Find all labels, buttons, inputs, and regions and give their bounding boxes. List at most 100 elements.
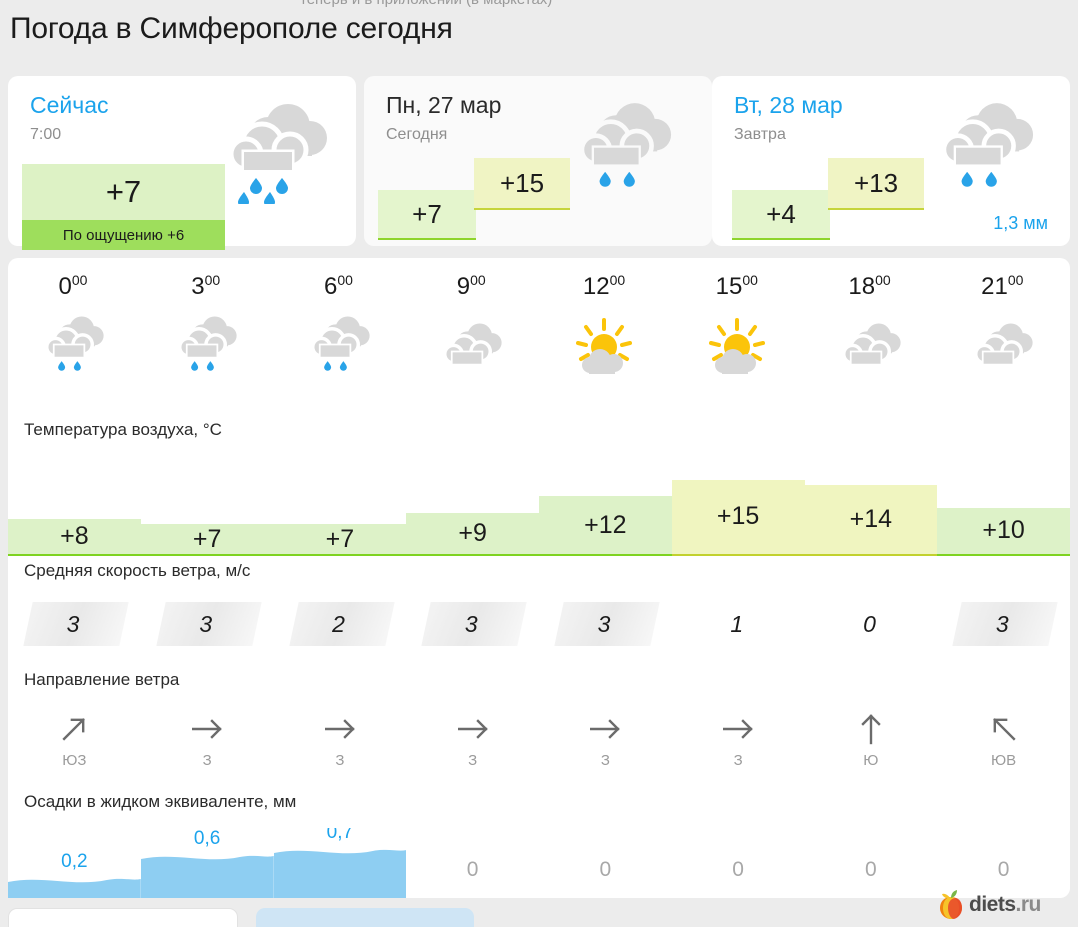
temperature-bar: +7: [140, 524, 274, 556]
wind-speed-caption: Средняя скорость ветра, м/с: [24, 561, 251, 580]
wind-direction-cell: З: [274, 708, 407, 769]
hour-column: 000: [8, 272, 138, 381]
wind-speed-cell: 2: [274, 598, 407, 648]
top-cut-text-strip: теперь и в приложении (в маркетах): [0, 0, 1078, 10]
apple-logo-icon: [940, 890, 962, 919]
wind-arrow-icon: [805, 708, 938, 750]
wind-direction-label: З: [600, 752, 610, 769]
wind-speed-value: 3: [464, 610, 478, 637]
hour-column: 900: [406, 272, 536, 381]
wind-direction-cell: ЮВ: [937, 708, 1070, 769]
wind-speed-value: 3: [995, 610, 1009, 637]
wind-direction-cell: ЮЗ: [8, 708, 141, 769]
temperature-bar: +15: [671, 479, 805, 556]
wind-speed-value: 3: [199, 610, 213, 637]
rain-cloud-icon: [216, 92, 328, 209]
bottom-button-row: [0, 908, 1078, 927]
temperature-bar: +14: [804, 485, 938, 556]
card-now[interactable]: Сейчас 7:00 +7 По ощущению +6: [8, 76, 356, 250]
wind-direction-cell: З: [672, 708, 805, 769]
wind-speed-value: 2: [332, 610, 345, 637]
hour-label: 2100: [981, 272, 1024, 300]
hour-label: 1200: [582, 272, 626, 300]
temperature-bar: +12: [539, 496, 672, 556]
rain-cloud-icon: [8, 315, 138, 381]
wind-arrow-icon: [937, 708, 1070, 750]
wind-speed-cell: 3: [539, 598, 672, 648]
precipitation-row: 0,2 0,6 0,7 0 0 0 0 0: [8, 828, 1070, 898]
card-now-time: 7:00: [30, 126, 62, 143]
card-day-1-date: Пн, 27 мар: [386, 92, 502, 118]
precipitation-zero-value: 0: [466, 858, 479, 881]
summary-cards: Сейчас 7:00 +7 По ощущению +6: [8, 76, 1070, 250]
watermark-tld: .ru: [1015, 893, 1042, 916]
hour-column: 300: [141, 272, 271, 381]
watermark: diets.ru: [938, 890, 1041, 920]
bottom-button-left[interactable]: [8, 908, 238, 927]
temperature-chart: +8 +7 +7 +9 +12 +15 +14 +10: [8, 468, 1070, 558]
card-day-1-low: +7: [378, 190, 476, 240]
precipitation-bar: [8, 875, 141, 898]
wind-arrow-icon: [406, 708, 539, 750]
cloud-icon: [406, 315, 536, 381]
wind-speed-cell: 3: [141, 598, 274, 648]
rain-cloud-icon: [274, 315, 404, 381]
precipitation-zero-value: 0: [865, 858, 877, 881]
wind-speed-value: 3: [66, 610, 80, 637]
hour-column: 2100: [937, 272, 1067, 381]
hour-label: 900: [456, 272, 486, 300]
wind-direction-cell: З: [406, 708, 539, 769]
wind-speed-cell: 3: [8, 598, 141, 648]
wind-direction-caption: Направление ветра: [24, 670, 180, 689]
wind-arrow-icon: [672, 708, 805, 750]
card-day-2-low: +4: [732, 190, 830, 240]
precipitation-zero-value: 0: [599, 858, 612, 881]
wind-speed-value: 0: [863, 610, 876, 637]
cloud-icon: [805, 315, 935, 381]
precipitation-bar: [273, 846, 407, 898]
temperature-bar: +8: [8, 518, 141, 556]
card-day-2-sub: Завтра: [734, 126, 786, 143]
cloud-icon: [937, 315, 1067, 381]
card-day-1-sub: Сегодня: [386, 126, 448, 143]
wind-speed-row: 3 3 2 3 3 1 0 3: [8, 598, 1070, 652]
precipitation-label: 0,6: [193, 828, 221, 849]
card-day-2[interactable]: Вт, 28 мар Завтра +4 +13 1,3 мм: [712, 76, 1070, 246]
rain-cloud-icon: [568, 92, 672, 201]
wind-direction-cell: З: [141, 708, 274, 769]
hour-column: 1200: [539, 272, 669, 381]
card-day-2-high: +13: [828, 158, 924, 210]
bottom-button-right[interactable]: [256, 908, 474, 927]
sun-cloud-icon: [672, 315, 802, 381]
temperature-bar: +9: [406, 513, 539, 556]
precipitation-zero-value: 0: [997, 858, 1010, 881]
rain-cloud-icon: [141, 315, 271, 381]
card-now-temperature: +7: [22, 164, 225, 220]
hour-column: 1800: [805, 272, 935, 381]
wind-speed-cell: 3: [406, 598, 539, 648]
wind-speed-cell: 3: [937, 598, 1070, 648]
wind-direction-label: ЮВ: [991, 752, 1017, 769]
precipitation-zero-value: 0: [732, 858, 744, 881]
wind-direction-label: Ю: [863, 752, 879, 769]
hour-label: 000: [58, 272, 88, 300]
hourly-detail-panel: 000 300 600: [8, 258, 1070, 898]
card-now-day: Сейчас: [30, 92, 109, 118]
wind-direction-row: ЮЗ З З: [8, 708, 1070, 788]
wind-speed-cell: 0: [805, 598, 938, 648]
precipitation-caption: Осадки в жидком эквиваленте, мм: [24, 792, 297, 811]
wind-direction-cell: Ю: [805, 708, 938, 769]
watermark-name: diets: [969, 893, 1016, 916]
wind-arrow-icon: [8, 708, 141, 750]
hour-label: 1500: [715, 272, 758, 300]
temperature-bar: +7: [273, 524, 407, 556]
card-day-1[interactable]: Пн, 27 мар Сегодня +7 +15: [364, 76, 712, 246]
rain-cloud-icon: [930, 92, 1034, 201]
wind-speed-value: 3: [597, 610, 611, 637]
temperature-bar: +10: [937, 507, 1070, 556]
precipitation-label: 0,2: [61, 850, 88, 872]
hour-label: 300: [191, 272, 221, 300]
wind-direction-label: З: [733, 752, 743, 769]
wind-direction-label: З: [335, 752, 345, 769]
